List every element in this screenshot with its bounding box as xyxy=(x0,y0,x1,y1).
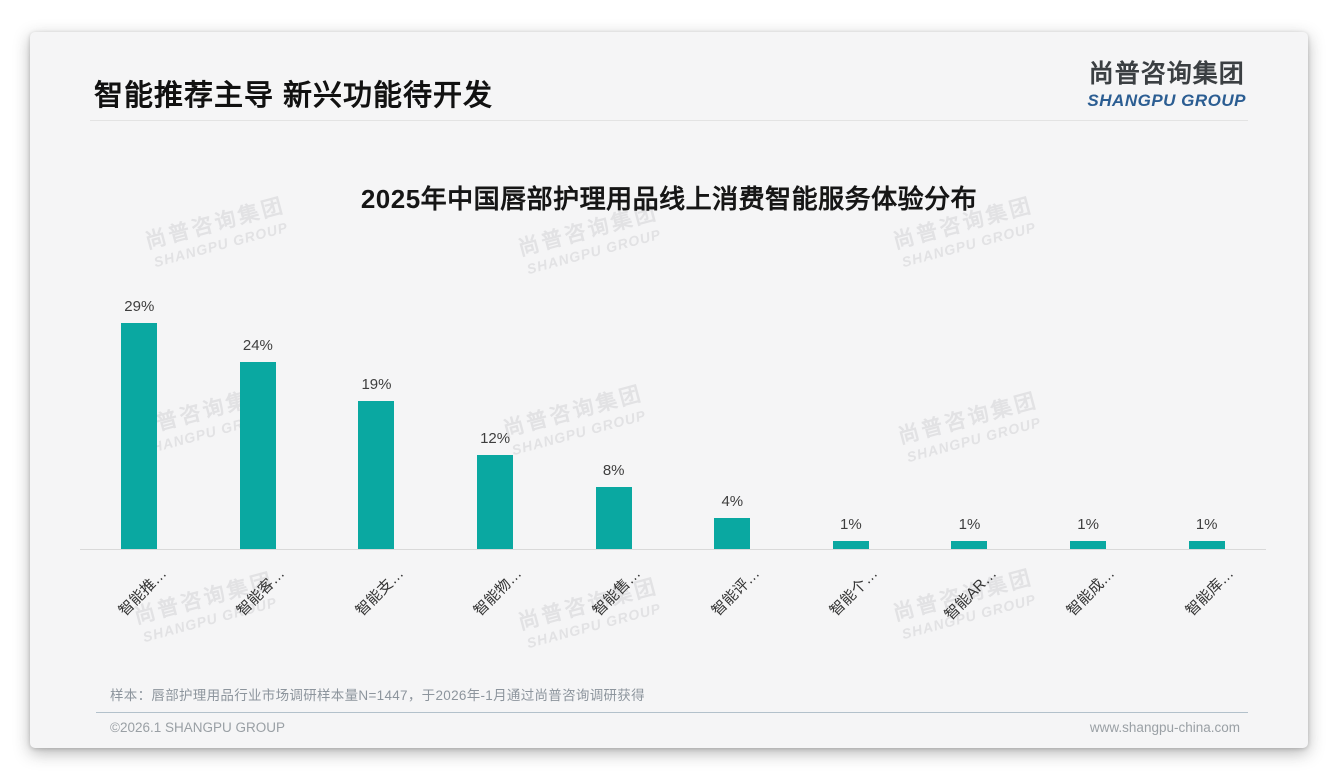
chart-bar-slot: 1% 智能成… xyxy=(1029,287,1148,619)
logo-chinese-text: 尚普咨询集团 xyxy=(1088,60,1245,88)
x-axis-label: 智能支… xyxy=(352,565,407,620)
chart-bar-slot: 1% 智能AR… xyxy=(910,287,1029,623)
watermark-english-text: SHANGPU GROUP xyxy=(152,218,290,271)
bar xyxy=(595,486,632,549)
x-axis-label: 智能成… xyxy=(1064,565,1119,620)
sample-footnote: 样本：唇部护理用品行业市场调研样本量N=1447，于2026年-1月通过尚普咨询… xyxy=(110,688,645,703)
x-axis-label: 智能AR… xyxy=(941,565,1000,624)
bar xyxy=(832,541,869,549)
bar xyxy=(714,517,751,549)
bar-value-label: 29% xyxy=(124,297,155,315)
copyright-text: ©2026.1 SHANGPU GROUP xyxy=(110,720,286,735)
bar-value-label: 4% xyxy=(721,492,744,510)
chart-bar-slot: 1% 智能个… xyxy=(792,287,911,619)
x-axis-label: 智能售… xyxy=(589,565,645,620)
chart-bar-slot: 29% 智能推… xyxy=(80,287,199,620)
bar-value-label: 1% xyxy=(1195,516,1218,534)
x-axis-label: 智能客… xyxy=(233,565,289,620)
logo-english-text: SHANGPU GROUP xyxy=(1087,91,1246,110)
watermark-english-text: SHANGPU GROUP xyxy=(525,225,663,278)
watermark-english-text: SHANGPU GROUP xyxy=(900,218,1038,271)
chart-bar-slot: 1% 智能库… xyxy=(1147,287,1266,619)
slide-card: 尚普咨询集团 SHANGPU GROUP 尚普咨询集团 SHANGPU GROUP 尚普… xyxy=(30,32,1308,748)
bar-value-label: 1% xyxy=(1077,516,1099,534)
x-axis-label: 智能推… xyxy=(115,565,170,620)
header-divider xyxy=(90,120,1248,121)
bar-value-label: 1% xyxy=(840,516,862,534)
chart-bar-slot: 24% 智能客… xyxy=(199,287,318,620)
chart-title: 2025年中国唇部护理用品线上消费智能服务体验分布 xyxy=(360,184,978,214)
bar xyxy=(239,361,276,549)
chart-bar-slot: 8% 智能售… xyxy=(554,287,673,620)
slide-title: 智能推荐主导 新兴功能待开发 xyxy=(94,80,494,112)
bar-value-label: 19% xyxy=(361,375,392,393)
bar-value-label: 24% xyxy=(242,336,273,354)
company-logo: 尚普咨询集团 SHANGPU GROUP xyxy=(1087,54,1246,111)
bar xyxy=(121,322,158,549)
x-axis-label: 智能物… xyxy=(471,565,526,620)
bar-value-label: 8% xyxy=(602,461,625,479)
chart-bar-slot: 12% 智能物… xyxy=(436,287,555,619)
x-axis-label: 智能库… xyxy=(1182,565,1238,620)
x-axis-label: 智能个… xyxy=(826,565,882,620)
bar-value-label: 1% xyxy=(958,516,981,534)
chart-bar-slot: 4% 智能评… xyxy=(673,287,792,620)
x-axis-label: 智能评… xyxy=(708,565,763,620)
bar-value-label: 12% xyxy=(480,430,511,448)
bar-chart-plot-area: 29% 智能推… 24% 智能客… 19% 智能支… 12% 智能物… 8% 智能售… 4% 智能评…… xyxy=(80,287,1266,624)
website-url: www.shangpu-china.com xyxy=(1089,720,1240,735)
footer-divider xyxy=(96,712,1248,713)
x-axis-line xyxy=(80,549,1266,550)
bar xyxy=(951,541,988,549)
bar xyxy=(1188,541,1225,549)
bar xyxy=(477,455,514,549)
chart-bar-slot: 19% 智能支… xyxy=(317,287,436,620)
bar xyxy=(1070,541,1107,549)
bar xyxy=(358,400,395,549)
